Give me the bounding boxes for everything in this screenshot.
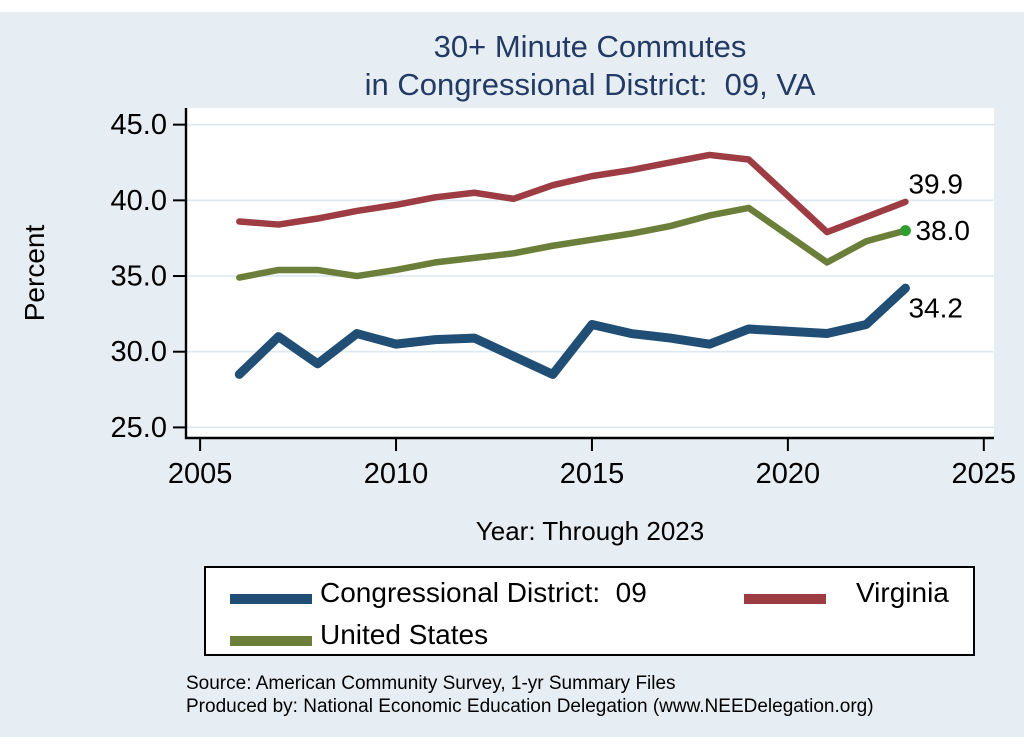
virginia-line	[236, 151, 909, 236]
x-tick-label: 2015	[560, 458, 625, 490]
united-states-line	[236, 204, 909, 281]
virginia-end-label: 39.9	[908, 168, 963, 199]
x-tick-label: 2010	[364, 458, 429, 490]
x-tick-label: 2020	[756, 458, 821, 490]
legend: Congressional District: 09 Virginia Unit…	[204, 566, 975, 656]
y-tick-label: 35.0	[111, 261, 167, 293]
united-states-end-marker	[899, 225, 911, 237]
united-states-end-label: 38.0	[915, 215, 970, 246]
footer-notes: Source: American Community Survey, 1-yr …	[186, 672, 874, 718]
legend-label-virginia: Virginia	[856, 577, 949, 608]
x-axis-title: Year: Through 2023	[476, 516, 704, 546]
congressional-district-09-line	[234, 283, 910, 379]
produced-by-note: Produced by: National Economic Education…	[186, 696, 874, 717]
x-tick-label: 2025	[952, 458, 1017, 490]
y-tick-label: 40.0	[111, 185, 167, 217]
y-tick-label: 25.0	[111, 412, 167, 444]
legend-label-us: United States	[320, 619, 489, 650]
source-note: Source: American Community Survey, 1-yr …	[186, 673, 676, 694]
x-tick-label: 2005	[168, 458, 233, 490]
chart-title-line2: in Congressional District: 09, VA	[364, 67, 816, 102]
chart-title-line1: 30+ Minute Commutes	[433, 29, 747, 64]
y-axis-title: Percent	[19, 225, 50, 322]
chart-title: 30+ Minute Commutes in Congressional Dis…	[186, 28, 994, 104]
virginia-line-swatch	[744, 594, 826, 604]
y-tick-label: 30.0	[111, 336, 167, 368]
us-line-swatch	[230, 636, 312, 646]
congressional-district-09-end-label: 34.2	[908, 293, 963, 324]
legend-label-district: Congressional District: 09	[320, 577, 647, 608]
district-line-swatch	[230, 594, 312, 604]
y-tick-label: 45.0	[111, 109, 167, 141]
axis-lines	[184, 108, 994, 440]
